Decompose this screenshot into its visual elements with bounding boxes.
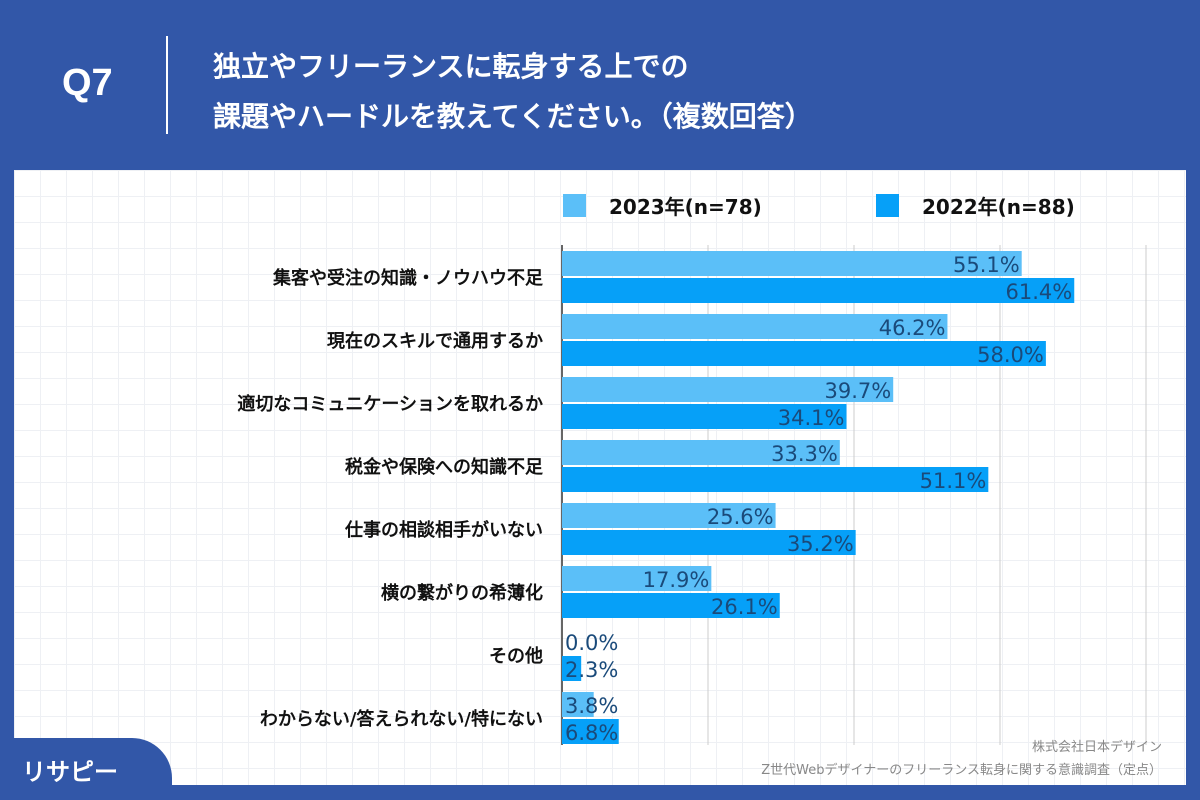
bar-2022 <box>562 404 847 429</box>
chart-title: 独立やフリーランスに転身する上での 課題やハードルを教えてください。（複数回答） <box>213 42 813 142</box>
legend-swatch <box>563 194 586 217</box>
legend-label: 2022年(n=88) <box>922 195 1075 219</box>
data-label: 17.9% <box>643 568 710 592</box>
bar-2022 <box>562 278 1075 303</box>
logo: リサピー <box>0 738 172 800</box>
data-label: 46.2% <box>879 316 946 340</box>
survey-credit: Z世代Webデザイナーのフリーランス転身に関する意識調査（定点） <box>761 763 1162 778</box>
bar-2023 <box>562 692 594 717</box>
data-label: 55.1% <box>953 253 1020 277</box>
bar-2023 <box>562 377 894 402</box>
category-label: 横の繋がりの希薄化 <box>381 582 543 604</box>
bar-2022 <box>562 719 619 744</box>
data-label: 25.6% <box>707 505 774 529</box>
bar-2022 <box>562 593 780 618</box>
category-label: その他 <box>489 645 543 667</box>
bar-2023 <box>562 503 776 528</box>
data-label: 51.1% <box>920 469 987 493</box>
data-label: 0.0% <box>565 631 618 655</box>
data-label: 26.1% <box>711 595 778 619</box>
question-number: Q7 <box>62 62 113 104</box>
data-label: 61.4% <box>1006 280 1073 304</box>
bar-2023 <box>562 566 712 591</box>
data-label: 58.0% <box>977 343 1044 367</box>
data-label: 3.8% <box>565 694 618 718</box>
category-label: わからない/答えられない/特にない <box>260 708 543 730</box>
divider <box>166 36 168 134</box>
data-label: 33.3% <box>771 442 838 466</box>
data-label: 6.8% <box>565 721 618 745</box>
bar-2022 <box>562 530 856 555</box>
logo-text: リサピー <box>22 758 118 786</box>
bar-2023 <box>562 314 948 339</box>
title-line-2: 課題やハードルを教えてください。（複数回答） <box>213 100 813 133</box>
bar-2022 <box>562 341 1046 366</box>
category-label: 現在のスキルで通用するか <box>327 330 543 352</box>
bar-2023 <box>562 440 840 465</box>
bar-2022 <box>562 467 989 492</box>
bar-2023 <box>562 251 1022 276</box>
category-label: 適切なコミュニケーションを取れるか <box>237 393 543 415</box>
data-label: 39.7% <box>824 379 891 403</box>
category-label: 税金や保険への知識不足 <box>345 456 543 478</box>
category-label: 集客や受注の知識・ノウハウ不足 <box>272 267 543 289</box>
category-label: 仕事の相談相手がいない <box>344 519 543 541</box>
company-credit: 株式会社日本デザイン <box>1031 740 1162 755</box>
legend-label: 2023年(n=78) <box>609 195 762 219</box>
bar-2022 <box>562 656 582 681</box>
title-line-1: 独立やフリーランスに転身する上での <box>213 50 689 83</box>
data-label: 35.2% <box>787 532 854 556</box>
data-label: 2.3% <box>565 658 618 682</box>
legend-swatch <box>876 194 899 217</box>
data-label: 34.1% <box>778 406 845 430</box>
